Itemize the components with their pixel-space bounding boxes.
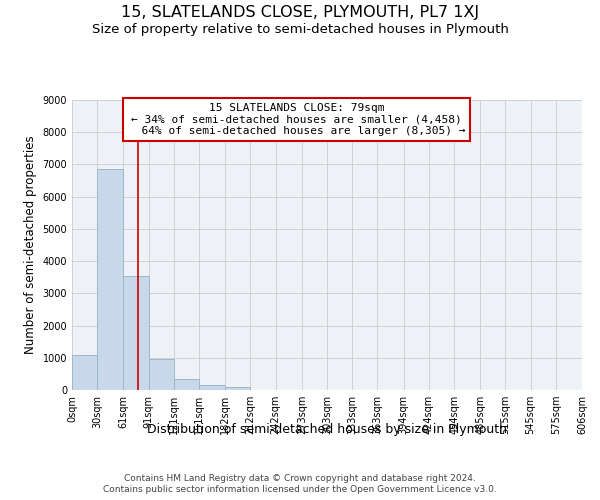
Bar	[199, 386, 225, 390]
Bar	[97, 170, 124, 390]
Text: 15 SLATELANDS CLOSE: 79sqm
← 34% of semi-detached houses are smaller (4,458)
  6: 15 SLATELANDS CLOSE: 79sqm ← 34% of semi…	[128, 103, 465, 136]
Y-axis label: Number of semi-detached properties: Number of semi-detached properties	[24, 136, 37, 354]
Text: 15, SLATELANDS CLOSE, PLYMOUTH, PL7 1XJ: 15, SLATELANDS CLOSE, PLYMOUTH, PL7 1XJ	[121, 5, 479, 20]
Text: Contains public sector information licensed under the Open Government Licence v3: Contains public sector information licen…	[103, 485, 497, 494]
Bar	[72, 354, 97, 390]
Text: Distribution of semi-detached houses by size in Plymouth: Distribution of semi-detached houses by …	[147, 422, 507, 436]
Text: Size of property relative to semi-detached houses in Plymouth: Size of property relative to semi-detach…	[92, 22, 508, 36]
Bar	[124, 276, 149, 390]
Bar	[225, 388, 250, 390]
Bar	[174, 379, 199, 390]
Bar	[149, 360, 174, 390]
Text: Contains HM Land Registry data © Crown copyright and database right 2024.: Contains HM Land Registry data © Crown c…	[124, 474, 476, 483]
